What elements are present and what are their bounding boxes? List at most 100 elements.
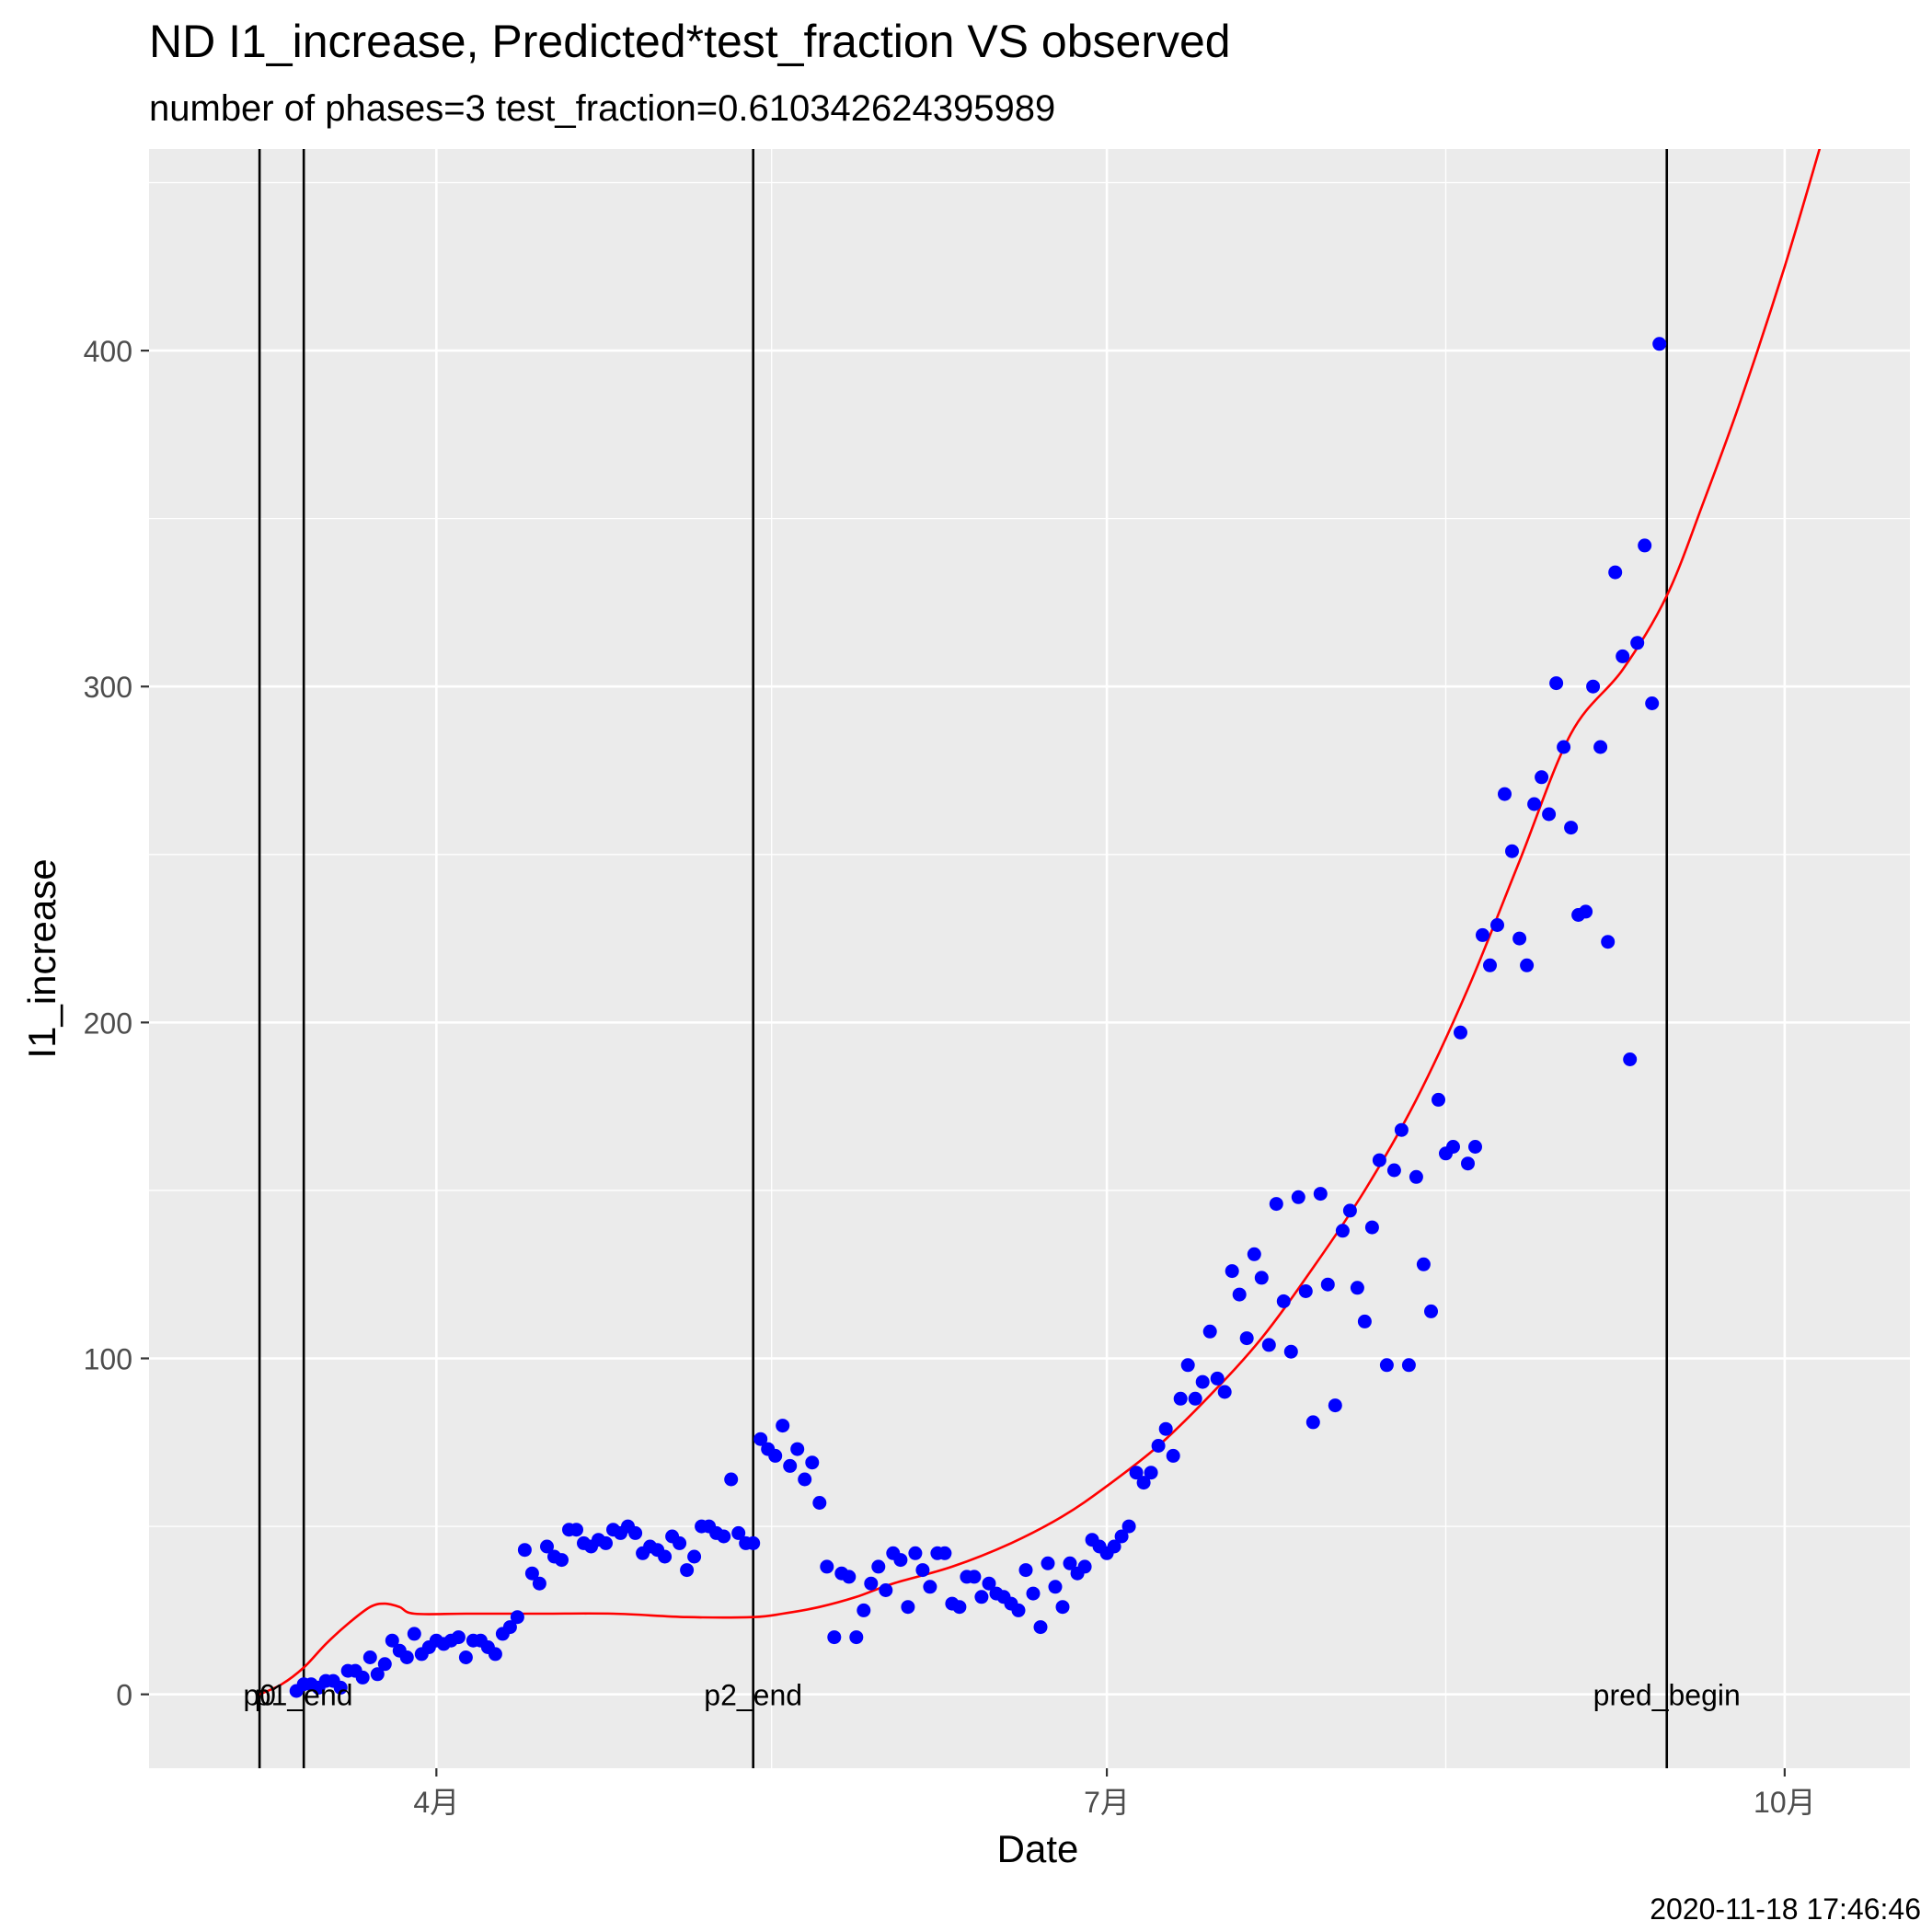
observed-point xyxy=(333,1680,348,1695)
observed-point xyxy=(1520,958,1535,972)
observed-point xyxy=(768,1448,783,1463)
observed-point xyxy=(1350,1281,1364,1295)
x-axis: 4月 7月 10月 xyxy=(413,1768,1816,1819)
observed-point xyxy=(1386,1163,1401,1178)
observed-point xyxy=(1652,337,1667,351)
observed-point xyxy=(1151,1439,1166,1453)
observed-point xyxy=(1180,1358,1195,1373)
observed-point xyxy=(982,1576,996,1591)
observed-point xyxy=(680,1563,695,1578)
observed-point xyxy=(377,1657,392,1672)
observed-point xyxy=(1077,1559,1092,1574)
observed-point xyxy=(510,1610,524,1625)
observed-point xyxy=(1291,1190,1305,1204)
observed-point xyxy=(967,1570,982,1584)
observed-point xyxy=(717,1529,731,1544)
observed-point xyxy=(1210,1371,1225,1386)
chart-title: ND I1_increase, Predicted*test_fraction … xyxy=(149,16,1231,67)
observed-point xyxy=(1372,1153,1386,1167)
observed-point xyxy=(871,1559,886,1574)
observed-point xyxy=(1446,1140,1460,1154)
observed-point xyxy=(1202,1324,1217,1339)
observed-point xyxy=(937,1546,952,1560)
observed-point xyxy=(1254,1271,1269,1285)
y-tick-label: 200 xyxy=(84,1006,132,1040)
observed-point xyxy=(532,1576,546,1591)
observed-point xyxy=(1542,807,1557,822)
observed-point xyxy=(1601,935,1616,949)
observed-point xyxy=(1026,1586,1041,1601)
observed-point xyxy=(746,1535,761,1550)
observed-point xyxy=(673,1535,687,1550)
observed-point xyxy=(385,1633,399,1648)
observed-point xyxy=(790,1442,805,1456)
observed-point xyxy=(1195,1374,1210,1389)
x-axis-title: Date xyxy=(997,1827,1079,1870)
y-tick-label: 400 xyxy=(84,335,132,368)
observed-point xyxy=(1401,1358,1416,1373)
observed-point xyxy=(842,1570,857,1584)
y-axis-title: I1_increase xyxy=(20,858,63,1058)
observed-point xyxy=(1364,1220,1379,1235)
observed-point xyxy=(798,1472,812,1487)
y-axis: 0 100 200 300 400 xyxy=(84,335,149,1712)
observed-point xyxy=(1593,740,1608,754)
y-tick-label: 100 xyxy=(84,1343,132,1376)
observed-point xyxy=(1269,1197,1283,1212)
observed-point xyxy=(355,1670,370,1685)
observed-point xyxy=(1328,1398,1342,1413)
timestamp: 2020-11-18 17:46:46 xyxy=(1650,1892,1921,1926)
observed-point xyxy=(915,1563,930,1578)
observed-point xyxy=(1107,1539,1121,1554)
observed-point xyxy=(753,1432,768,1446)
observed-point xyxy=(1394,1122,1409,1137)
observed-point xyxy=(908,1546,923,1560)
observed-point xyxy=(783,1458,798,1473)
observed-point xyxy=(1305,1415,1320,1430)
observed-point xyxy=(812,1496,827,1510)
observed-point xyxy=(923,1580,937,1594)
observed-point xyxy=(1512,931,1527,946)
observed-point xyxy=(1129,1466,1144,1480)
observed-point xyxy=(1063,1556,1077,1570)
observed-point xyxy=(1549,676,1564,691)
observed-point xyxy=(1041,1556,1055,1570)
observed-point xyxy=(1424,1304,1438,1318)
observed-point xyxy=(827,1630,842,1645)
observed-point xyxy=(458,1650,473,1664)
observed-point xyxy=(1320,1277,1335,1292)
observed-point xyxy=(1158,1421,1173,1436)
observed-point xyxy=(1586,679,1601,694)
observed-point xyxy=(1483,958,1497,972)
observed-point xyxy=(1121,1519,1136,1534)
observed-point xyxy=(1476,927,1489,942)
observed-series xyxy=(289,337,1667,1698)
observed-point xyxy=(1557,740,1571,754)
observed-point xyxy=(1645,696,1660,710)
x-tick-label: 10月 xyxy=(1754,1786,1816,1819)
observed-point xyxy=(1144,1466,1158,1480)
observed-point xyxy=(1173,1391,1188,1406)
phase-label: p2_end xyxy=(704,1679,802,1712)
observed-point xyxy=(1313,1187,1328,1202)
observed-point xyxy=(879,1583,893,1597)
observed-point xyxy=(805,1455,820,1470)
observed-point xyxy=(1011,1603,1026,1617)
observed-point xyxy=(1276,1294,1291,1308)
observed-point xyxy=(1490,918,1504,932)
observed-point xyxy=(451,1630,466,1645)
observed-point xyxy=(687,1549,702,1564)
observed-point xyxy=(974,1590,989,1604)
observed-point xyxy=(399,1650,414,1664)
x-tick-label: 7月 xyxy=(1084,1786,1130,1819)
observed-point xyxy=(1225,1264,1239,1279)
vertical-phase-lines xyxy=(258,149,1669,1768)
observed-point xyxy=(1055,1600,1070,1615)
observed-point xyxy=(1454,1025,1467,1040)
observed-point xyxy=(1239,1331,1254,1346)
plot-panel xyxy=(149,149,1910,1768)
observed-point xyxy=(370,1667,385,1682)
observed-point xyxy=(502,1620,517,1635)
observed-point xyxy=(1379,1358,1394,1373)
